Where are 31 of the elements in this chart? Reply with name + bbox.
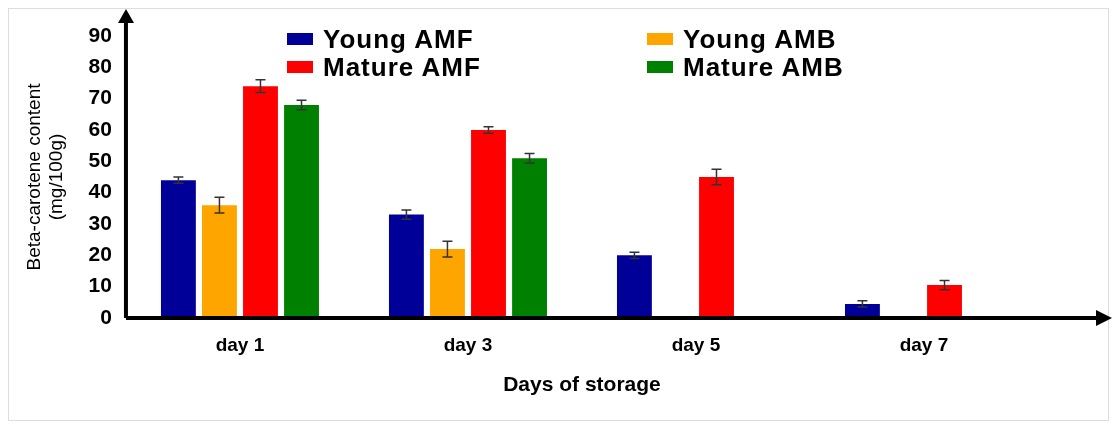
bar xyxy=(284,104,319,318)
x-tick-label: day 3 xyxy=(443,333,493,355)
y-tick-label: 50 xyxy=(88,148,112,172)
bar xyxy=(160,180,196,318)
legend-label: Young AMF xyxy=(323,24,474,54)
bar xyxy=(243,86,278,318)
bar xyxy=(927,285,962,318)
y-tick-label: 20 xyxy=(88,242,112,266)
bar xyxy=(471,130,506,318)
y-tick-label: 90 xyxy=(88,22,112,46)
x-tick-label: day 5 xyxy=(671,333,721,355)
y-tick-label: 10 xyxy=(88,273,112,297)
y-tick-label: 60 xyxy=(88,116,112,140)
bar xyxy=(388,214,424,318)
y-tick-label: 40 xyxy=(88,179,112,203)
y-tick-label: 30 xyxy=(88,210,112,234)
legend-label: Mature AMF xyxy=(323,52,481,82)
x-tick-label: day 1 xyxy=(215,333,265,355)
x-tick-label: day 7 xyxy=(899,333,949,355)
bar xyxy=(699,177,734,318)
x-axis-title: Days of storage xyxy=(503,372,661,396)
y-axis-title: Beta-carotene content (mg/100g) xyxy=(22,82,67,271)
bar xyxy=(202,205,237,318)
y-tick-label: 80 xyxy=(88,54,112,78)
y-tick-label: 0 xyxy=(100,304,112,328)
legend-label: Young AMB xyxy=(683,24,837,54)
bar xyxy=(616,255,652,318)
legend-label: Mature AMB xyxy=(683,52,844,82)
y-tick-label: 70 xyxy=(88,85,112,109)
bar xyxy=(430,249,465,318)
bar xyxy=(512,158,547,318)
